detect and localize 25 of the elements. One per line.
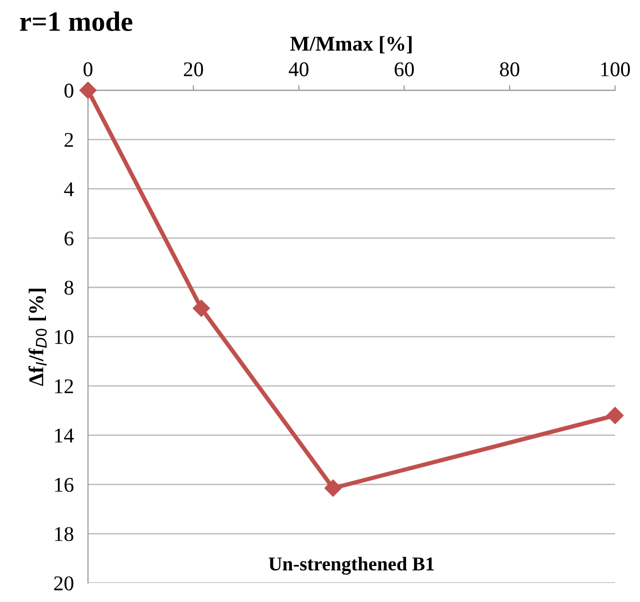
y-tick-label: 8 [64,280,74,295]
y-tick-label: 18 [55,527,74,542]
annotation: Un-strengthened B1 [268,556,434,575]
point [79,82,97,99]
chart-title: r=1 mode [20,11,132,32]
x-axis-title: M/Mmax [%] [290,36,412,54]
point [606,406,624,424]
x-tick-label: 60 [394,62,414,76]
y-tick-label: 12 [55,379,73,394]
x-tick-label: 20 [184,62,204,76]
y-tick-label: 6 [64,232,74,246]
point [324,480,342,497]
x-tick-label: 80 [500,62,520,76]
y-tick-label: 14 [55,428,74,442]
y-tick-label: 4 [64,182,74,196]
y-tick-label: 2 [64,133,73,147]
x-tick-label: 0 [84,62,92,76]
point [192,300,210,317]
y-tick-label: 10 [55,330,74,344]
y-tick-label: 0 [64,84,74,98]
y-tick-label: 20 [54,576,74,590]
x-tick-label: 100 [601,62,630,76]
y-tick-label: 16 [55,478,74,492]
y-axis-title: Δf$_{I}$/f$_{D0}$ [%] [28,288,47,386]
x-tick-label: 40 [288,62,308,76]
